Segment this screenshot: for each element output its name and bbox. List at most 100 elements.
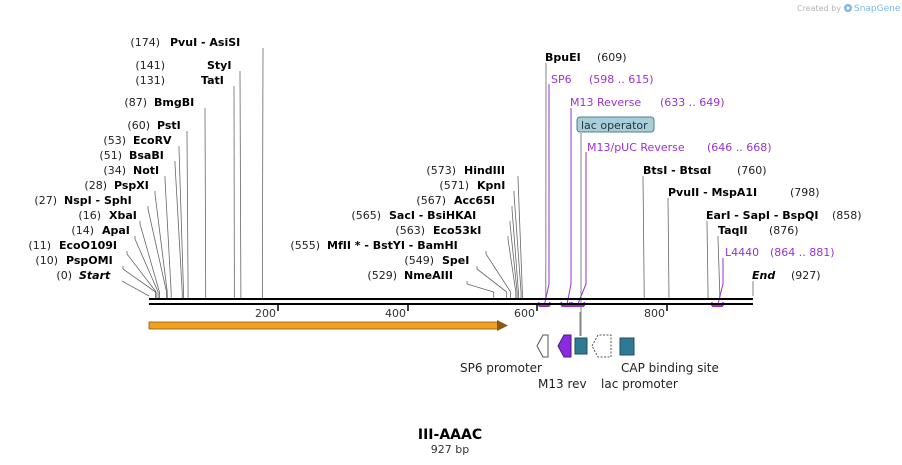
primer-range: (864 .. 881) [770, 246, 835, 259]
enzyme-leader-line [667, 200, 670, 293]
enzyme-site[interactable]: NmeAIII [404, 269, 453, 282]
enzyme-leader-line [178, 148, 184, 293]
enzyme-site[interactable]: Eco53kI [433, 224, 481, 237]
enzyme-position: (529) [367, 269, 397, 282]
enzyme-position: (609) [597, 51, 627, 64]
enzyme-leader-line [239, 73, 242, 293]
enzyme-position: (573) [426, 164, 456, 177]
snapgene-logo-icon [844, 4, 852, 12]
enzyme-leader-line [126, 253, 157, 293]
enzyme-site[interactable]: PspXI [114, 179, 149, 192]
enzyme-position: (567) [416, 194, 446, 207]
enzyme-position: (131) [135, 74, 165, 87]
map-title: III-AAAC [418, 427, 482, 443]
enzyme-position: (858) [832, 209, 862, 222]
sequence-end-label[interactable]: End [752, 269, 775, 282]
primer-range: (633 .. 649) [660, 96, 725, 109]
enzyme-position: (760) [737, 164, 767, 177]
primer-range: (598 .. 615) [589, 73, 654, 86]
enzyme-position: (571) [439, 179, 469, 192]
enzyme-site[interactable]: KpnI [477, 179, 505, 192]
position-ruler: 200 400 600 800 [255, 305, 668, 320]
sequence-start-position: (0) [56, 269, 72, 282]
enzyme-site[interactable]: EcoRV [133, 134, 172, 147]
enzyme-position: (555) [290, 239, 320, 252]
primer-label[interactable]: SP6 [551, 73, 572, 86]
primer-range: (646 .. 668) [707, 141, 772, 154]
enzyme-leader-line [507, 238, 517, 293]
enzyme-leader-line [517, 178, 523, 293]
primer-label[interactable]: L4440 [725, 246, 759, 259]
ruler-tick-label: 600 [514, 307, 535, 320]
enzyme-position: (141) [135, 59, 165, 72]
enzyme-leader-line [261, 50, 264, 293]
lac-operator-box[interactable] [574, 337, 588, 355]
lac-operator-feature[interactable]: lac operator [576, 116, 655, 133]
enzyme-leader-line [642, 178, 645, 293]
enzyme-position: (51) [99, 149, 122, 162]
enzyme-leader-line [134, 238, 159, 293]
enzyme-site[interactable]: TaqII [718, 224, 748, 237]
enzyme-site[interactable]: EcoO109I [59, 239, 117, 252]
enzyme-site[interactable]: XbaI [109, 209, 137, 222]
enzyme-leader-line [485, 253, 511, 293]
enzyme-site[interactable]: NspI - SphI [64, 194, 132, 207]
sp6-promoter-label: SP6 promoter [460, 361, 542, 375]
snapgene-watermark: Created by SnapGene [797, 4, 901, 14]
enzyme-site[interactable]: PvuI - AsiSI [170, 36, 240, 49]
enzyme-leader-line [717, 238, 721, 293]
enzyme-position: (174) [130, 36, 160, 49]
enzyme-position: (87) [124, 96, 147, 109]
enzyme-position: (798) [790, 186, 820, 199]
ruler-tick-label: 200 [255, 307, 276, 320]
primer-leader-line [543, 283, 550, 307]
cap-binding-site-box[interactable] [619, 337, 635, 356]
enzyme-site[interactable]: PstI [157, 119, 181, 132]
enzyme-site[interactable]: PspOMI [66, 254, 113, 267]
enzyme-site[interactable]: Acc65I [454, 194, 495, 207]
enzyme-site[interactable]: NotI [133, 164, 159, 177]
sequence-start-leader [121, 280, 150, 297]
enzyme-site[interactable]: BmgBI [154, 96, 194, 109]
primer-leader-line [576, 283, 587, 307]
primer-label[interactable]: M13/pUC Reverse [587, 141, 685, 154]
enzyme-site[interactable]: StyI [207, 59, 231, 72]
m13-rev-primer-arrow[interactable] [557, 334, 572, 358]
enzyme-position: (60) [127, 119, 150, 132]
enzyme-site[interactable]: BtsI - BtsαI [643, 164, 711, 177]
enzyme-leader-line [186, 133, 189, 293]
enzyme-position: (28) [84, 179, 107, 192]
lac-operator-label: lac operator [581, 119, 648, 132]
sp6-promoter-arrow[interactable] [536, 334, 549, 358]
enzyme-position: (53) [103, 134, 126, 147]
enzyme-position: (11) [28, 239, 51, 252]
primer-label[interactable]: M13 Reverse [570, 96, 641, 109]
enzyme-leader-line [509, 223, 518, 293]
enzyme-site[interactable]: ApaI [102, 224, 130, 237]
enzyme-site[interactable]: TatI [201, 74, 224, 87]
enzyme-leader-line [122, 268, 156, 293]
enzyme-leader-line [164, 178, 172, 293]
enzyme-site[interactable]: SpeI [442, 254, 469, 267]
watermark-brand: SnapGene [854, 4, 901, 14]
enzyme-leader-line [513, 193, 522, 293]
enzyme-site[interactable]: BsaBI [129, 149, 164, 162]
enzyme-leader-line [204, 110, 207, 293]
enzyme-leader-line [154, 193, 168, 293]
sequence-start-label[interactable]: Start [79, 269, 111, 282]
cap-binding-site-label: CAP binding site [621, 361, 719, 375]
lac-promoter-arrow[interactable] [591, 334, 612, 358]
enzyme-site[interactable]: EarI - SapI - BspQI [706, 209, 818, 222]
orf-arrow[interactable] [148, 320, 508, 331]
enzyme-position: (16) [78, 209, 101, 222]
enzyme-site[interactable]: PvuII - MspA1I [668, 186, 757, 199]
sequence-end-position: (927) [791, 269, 821, 282]
enzyme-leader-line [174, 163, 183, 293]
watermark-prefix: Created by [797, 4, 841, 13]
enzyme-site[interactable]: MfII * - BstYI - BamHI [327, 239, 458, 252]
enzyme-site[interactable]: HindIII [464, 164, 505, 177]
enzyme-site[interactable]: SacI - BsiHKAI [389, 209, 476, 222]
enzyme-site[interactable]: BpuEI [545, 51, 581, 64]
dna-backbone [149, 298, 753, 305]
ruler-tick-label: 800 [644, 307, 665, 320]
